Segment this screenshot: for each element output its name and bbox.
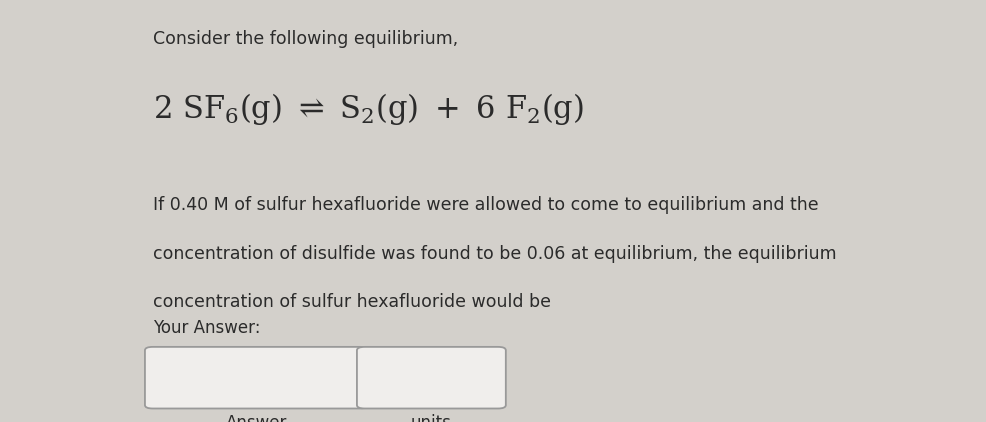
Text: If 0.40 M of sulfur hexafluoride were allowed to come to equilibrium and the: If 0.40 M of sulfur hexafluoride were al…: [153, 196, 818, 214]
Text: Answer: Answer: [226, 414, 287, 422]
Text: Your Answer:: Your Answer:: [153, 319, 260, 337]
Text: Consider the following equilibrium,: Consider the following equilibrium,: [153, 30, 458, 48]
Text: concentration of sulfur hexafluoride would be: concentration of sulfur hexafluoride wou…: [153, 293, 551, 311]
FancyBboxPatch shape: [145, 347, 368, 408]
Text: concentration of disulfide was found to be 0.06 at equilibrium, the equilibrium: concentration of disulfide was found to …: [153, 245, 836, 263]
Text: units: units: [411, 414, 452, 422]
FancyBboxPatch shape: [357, 347, 506, 408]
Text: $\mathregular{2\ SF_6(g)\ \rightleftharpoons\ S_2(g)\ +\ 6\ F_2(g)}$: $\mathregular{2\ SF_6(g)\ \rightleftharp…: [153, 91, 584, 127]
